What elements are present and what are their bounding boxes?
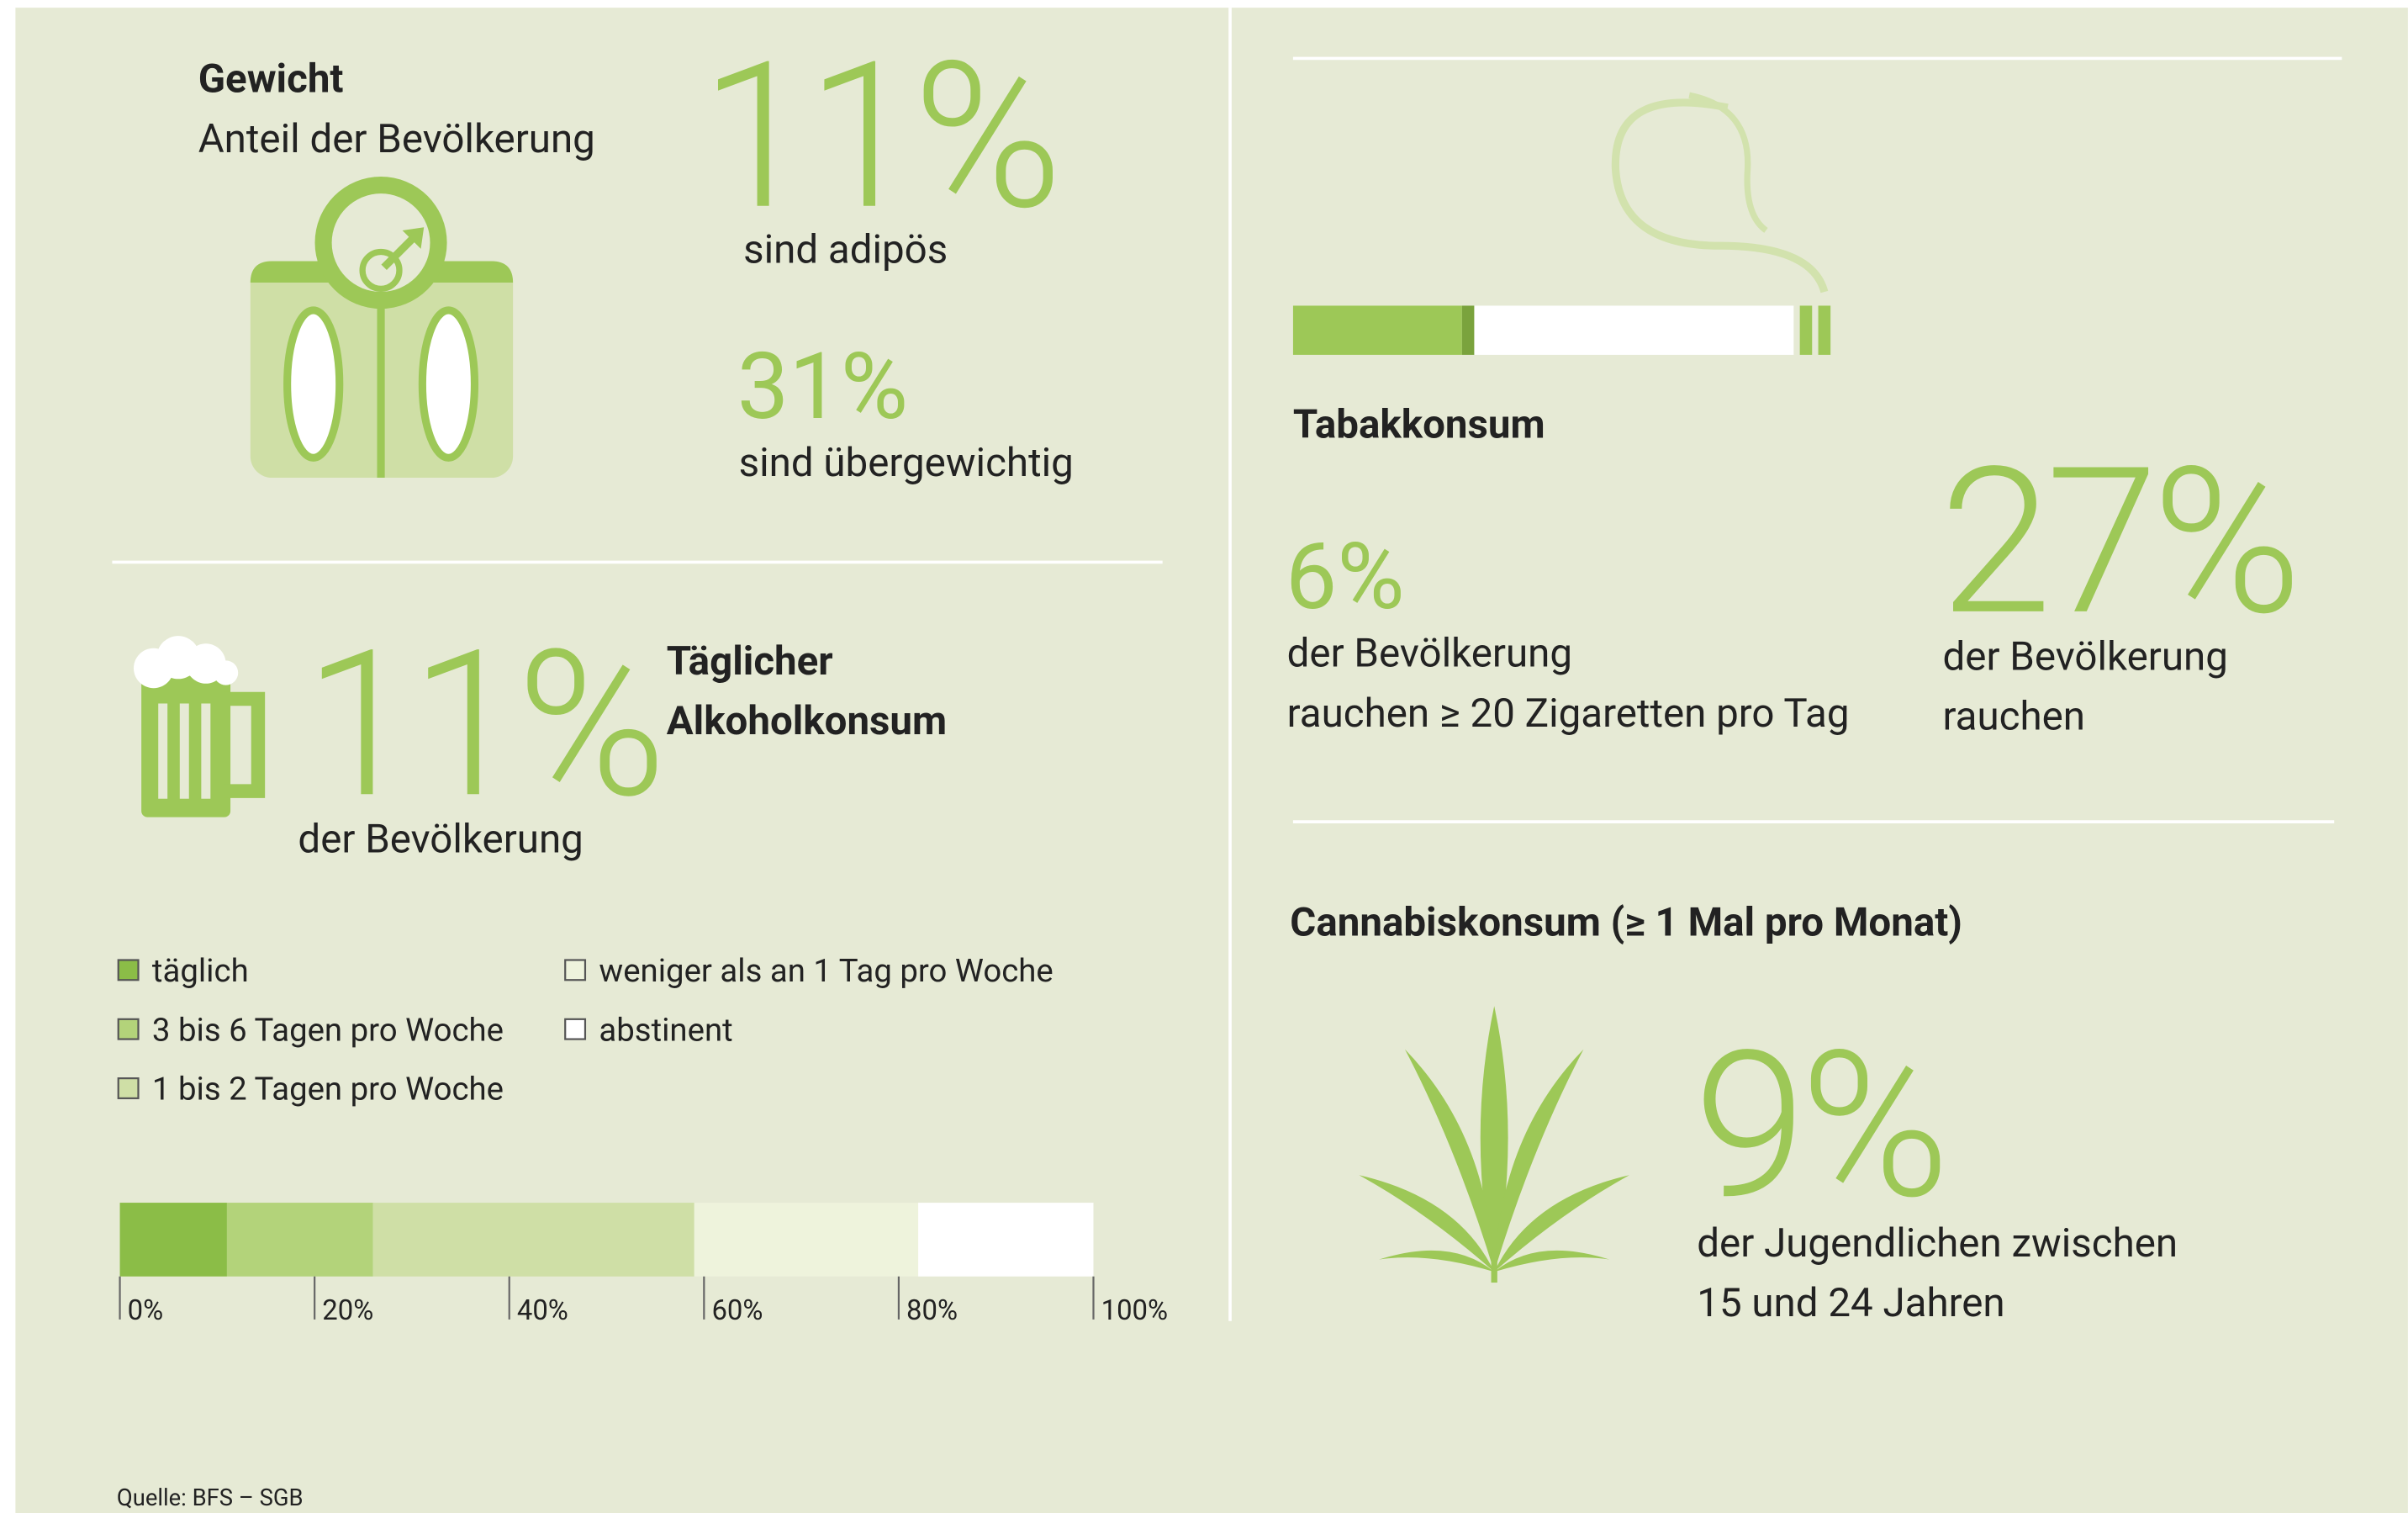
statistic-label: der Bevölkerung (1942, 632, 2227, 680)
legend-swatch (117, 959, 140, 981)
source: Quelle: BFS – SGB (117, 1484, 304, 1511)
bar-segment (119, 1203, 227, 1277)
x-tick-label: 60% (711, 1295, 763, 1327)
statistic-label: sind adipös (743, 225, 948, 272)
title: Täglicher (667, 637, 833, 685)
statistic: 11% (700, 18, 1057, 256)
statistic-label: rauchen ≥ 20 Zigaretten pro Tag (1287, 690, 1850, 737)
legend-swatch (117, 1018, 140, 1040)
legend-swatch (564, 1018, 587, 1040)
statistic: 6% (1286, 522, 1405, 631)
title: Tabakkonsum (1293, 401, 1545, 448)
title: Cannabiskonsum (≥ 1 Mal pro Monat) (1290, 898, 1962, 945)
statistic-label: rauchen (1942, 693, 2085, 740)
x-tick-label: 20% (322, 1295, 373, 1327)
legend-label: weniger als an 1 Tag pro Woche (599, 952, 1053, 990)
statistic-label: sind übergewichtig (739, 439, 1074, 486)
bar-segment (226, 1203, 373, 1277)
stacked-bar-chart: täglich 3 bis 6 Tagen pro Woche 1 bis 2 Ta… (117, 952, 1168, 1327)
subtitle: Anteil der Bevölkerung (198, 115, 595, 162)
bar-segment (918, 1203, 1094, 1277)
legend-swatch (564, 959, 587, 981)
legend-label: 3 bis 6 Tagen pro Woche (152, 1011, 504, 1049)
x-tick-label: 100% (1101, 1295, 1168, 1327)
title: Alkoholkonsum (667, 697, 947, 744)
x-tick-label: 0% (128, 1295, 164, 1327)
statistic: 27% (1940, 423, 2296, 661)
cannabis-leaf-icon (1359, 1006, 1629, 1283)
statistic: 11% (304, 606, 661, 844)
bar-segment (372, 1203, 694, 1277)
statistic-label: der Jugendlichen zwischen (1697, 1219, 2178, 1267)
statistic: 9% (1694, 1007, 1944, 1245)
cigarette-icon (1292, 92, 1831, 355)
statistic: 31% (737, 332, 908, 441)
statistic-label: 15 und 24 Jahren (1697, 1279, 2004, 1326)
legend-swatch (117, 1077, 140, 1099)
beer-icon (134, 636, 266, 817)
legend-label: 1 bis 2 Tagen pro Woche (152, 1071, 504, 1108)
legend-label: abstinent (599, 1011, 732, 1049)
statistic-label: der Bevölkerung (298, 816, 583, 863)
title: Gewicht (198, 56, 344, 103)
x-tick-label: 80% (906, 1295, 958, 1327)
statistic-label: der Bevölkerung (1287, 630, 1572, 677)
legend-label: täglich (152, 952, 249, 990)
bar-segment (694, 1203, 919, 1277)
scale-icon (250, 177, 514, 479)
x-tick-label: 40% (517, 1295, 568, 1327)
